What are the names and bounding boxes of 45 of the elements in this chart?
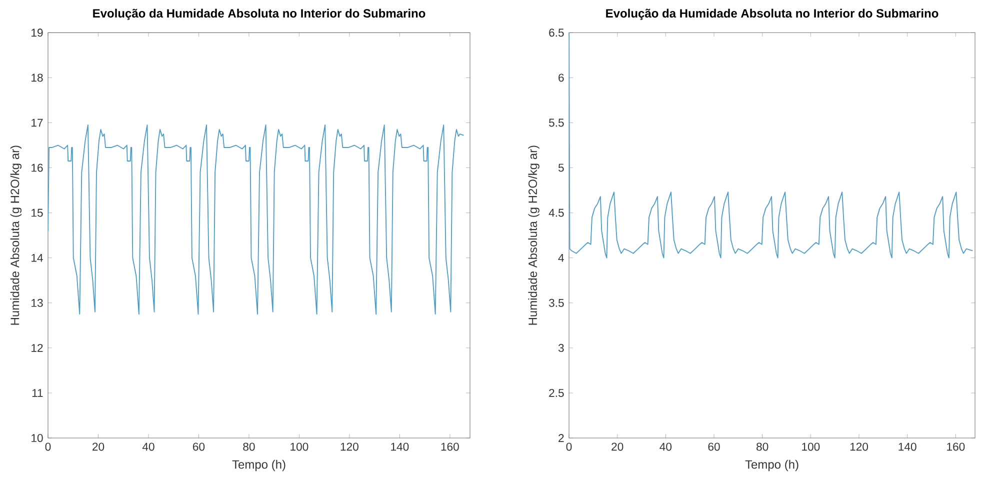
y-tick-label: 13 (32, 298, 43, 307)
y-tick-label: 6 (558, 74, 564, 82)
y-tick-label: 5 (558, 164, 564, 172)
x-tick-label: 140 (391, 442, 409, 451)
x-tick-label: 100 (802, 442, 820, 451)
y-tick-label: 11 (32, 389, 43, 397)
x-tick-label: 40 (142, 442, 154, 451)
x-tick-label: 40 (660, 442, 672, 451)
y-tick-label: 10 (32, 434, 43, 442)
y-tick-label: 17 (32, 118, 43, 127)
y-tick-label: 3 (558, 344, 564, 352)
x-axis-title: Tempo (h) (745, 460, 798, 472)
x-tick-label: 160 (947, 442, 965, 451)
x-tick-label: 20 (612, 442, 624, 451)
x-tick-label: 100 (290, 442, 308, 451)
chart-title: Evolução da Humidade Absoluta no Interior do Submarino (93, 8, 426, 20)
chart-title: Evolução da Humidade Absoluta no Interior do Submarino (606, 8, 938, 20)
y-axis-title: Humidade Absoluta (g H2O/kg ar) (528, 146, 540, 325)
x-tick-label: 0 (566, 442, 572, 451)
x-tick-label: 0 (45, 442, 51, 451)
y-tick-label: 18 (32, 74, 43, 82)
x-tick-label: 60 (708, 442, 720, 451)
y-tick-label: 4.5 (548, 208, 564, 217)
y-tick-label: 19 (32, 28, 43, 37)
y-tick-label: 6.5 (549, 28, 564, 37)
x-tick-label: 160 (441, 442, 459, 451)
x-tick-label: 120 (850, 442, 868, 451)
y-tick-label: 4 (558, 254, 564, 262)
y-tick-label: 14 (32, 254, 43, 262)
y-tick-label: 3.5 (548, 298, 564, 307)
y-tick-label: 16 (32, 164, 43, 172)
y-tick-label: 12 (32, 344, 43, 352)
line-series (48, 124, 464, 315)
x-tick-label: 80 (243, 442, 255, 451)
y-axis-title: Humidade Absoluta (g H2O/kg ar) (10, 146, 22, 325)
y-tick-label: 2 (558, 434, 564, 442)
y-tick-label: 15 (32, 208, 43, 217)
x-tick-label: 140 (898, 442, 916, 451)
x-tick-label: 60 (193, 442, 205, 451)
y-tick-label: 5.5 (549, 118, 564, 127)
x-tick-label: 80 (756, 442, 768, 451)
x-tick-label: 120 (340, 442, 358, 451)
x-tick-label: 20 (92, 442, 104, 451)
y-tick-label: 2.5 (549, 388, 564, 397)
x-axis-title: Tempo (h) (232, 460, 286, 472)
